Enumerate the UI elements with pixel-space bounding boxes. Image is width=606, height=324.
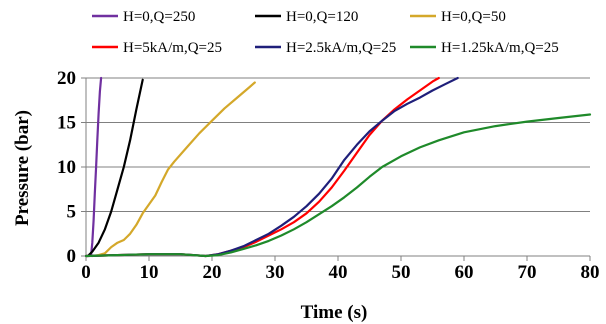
series-line xyxy=(89,76,103,258)
legend-label: H=0,Q=120 xyxy=(286,9,358,25)
legend-label: H=0,Q=50 xyxy=(441,9,506,25)
x-tick-label: 60 xyxy=(455,262,474,283)
chart-axes xyxy=(81,77,591,261)
chart-gridlines xyxy=(86,77,590,212)
series-line xyxy=(86,78,144,258)
x-tick-label: 0 xyxy=(81,262,91,283)
y-axis-title: Pressure (bar) xyxy=(12,110,33,226)
chart-tick-labels: 0 10 20 30 40 50 60 70 80 0 5 10 15 20 xyxy=(57,68,600,283)
series-line xyxy=(84,113,592,258)
x-tick-label: 80 xyxy=(581,262,600,283)
x-axis-title: Time (s) xyxy=(301,302,368,323)
x-tick-label: 20 xyxy=(203,262,222,283)
y-tick-label: 20 xyxy=(57,68,76,89)
y-tick-label: 5 xyxy=(67,202,77,223)
x-tick-label: 40 xyxy=(329,262,348,283)
x-tick-label: 50 xyxy=(392,262,411,283)
legend-label: H=0,Q=250 xyxy=(123,9,195,25)
x-tick-label: 30 xyxy=(266,262,285,283)
x-tick-label: 70 xyxy=(518,262,537,283)
chart-series xyxy=(84,76,592,258)
y-tick-label: 15 xyxy=(57,113,76,134)
legend-label: H=5kA/m,Q=25 xyxy=(123,40,222,56)
legend-label: H=2.5kA/m,Q=25 xyxy=(286,40,396,56)
chart-legend: H=0,Q=250 H=0,Q=120 H=0,Q=50 H=5kA/m,Q=25 H=… xyxy=(92,9,559,56)
y-tick-label: 0 xyxy=(67,246,77,267)
y-tick-label: 10 xyxy=(57,157,76,178)
x-tick-label: 10 xyxy=(140,262,159,283)
legend-label: H=1.25kA/m,Q=25 xyxy=(441,40,559,56)
series-line xyxy=(91,81,256,258)
